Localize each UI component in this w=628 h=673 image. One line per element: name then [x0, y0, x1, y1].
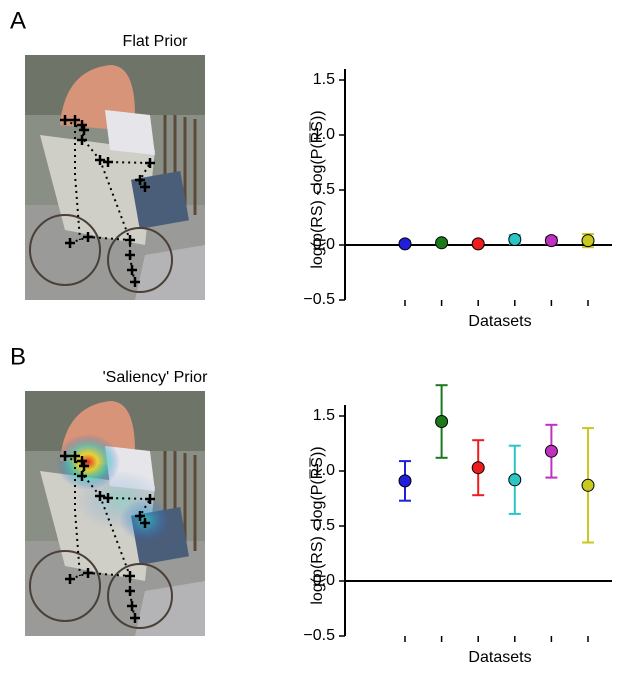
y-tick-label: −0.5	[303, 627, 335, 644]
y-tick-label: 0.5	[313, 181, 335, 198]
panel-label: A	[10, 7, 26, 34]
y-axis-label: log(p(RS) - log(P(R̅S̅))	[308, 110, 326, 268]
point	[581, 478, 595, 492]
photo-b	[25, 391, 205, 636]
x-axis-label: Datasets	[468, 649, 531, 666]
image-title: Flat Prior	[123, 33, 189, 50]
y-tick-label: 1.0	[313, 126, 335, 143]
point	[581, 234, 595, 248]
y-tick-label: 1.0	[313, 462, 335, 479]
y-axis-label: log(p(RS) - log(P(R̅S̅))	[308, 446, 326, 604]
point	[544, 444, 558, 458]
image-title: 'Saliency' Prior	[103, 369, 208, 386]
photo-a	[25, 55, 205, 300]
point	[398, 474, 412, 488]
panel-label: B	[10, 343, 26, 370]
point	[508, 233, 522, 246]
point	[398, 237, 412, 251]
point	[508, 473, 522, 487]
y-tick-label: 0.5	[313, 517, 335, 534]
y-tick-label: −0.5	[303, 291, 335, 308]
y-tick-label: 1.5	[313, 71, 335, 88]
y-tick-label: 1.5	[313, 407, 335, 424]
point	[471, 237, 485, 251]
x-axis-label: Datasets	[468, 313, 531, 330]
point	[435, 236, 449, 250]
point	[544, 234, 558, 248]
point	[435, 415, 449, 428]
point	[471, 461, 485, 475]
y-tick-label: 0.0	[313, 236, 335, 253]
y-tick-label: 0.0	[313, 572, 335, 589]
